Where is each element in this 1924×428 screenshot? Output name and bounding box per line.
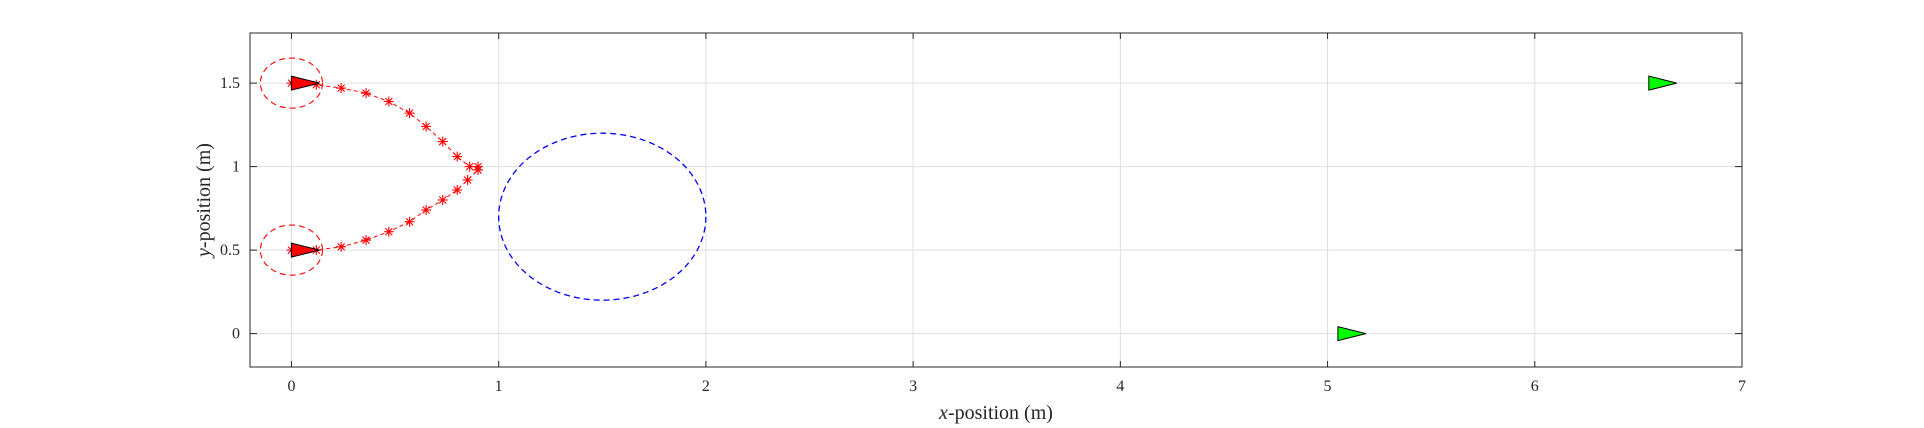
trajectory-marker [336, 83, 347, 94]
marker-stroke [422, 122, 431, 131]
marker-stroke [453, 186, 462, 194]
marker-stroke [362, 236, 370, 244]
marker-stroke [453, 152, 462, 161]
marker-stroke [422, 206, 431, 214]
marker-stroke [362, 89, 370, 98]
y-axis-label: y-position (m) [193, 143, 215, 259]
y-tick-label: 0.5 [220, 242, 240, 259]
y-tick-label: 0 [232, 326, 240, 343]
trajectory-marker [383, 226, 394, 237]
y-tick-label: 1.5 [220, 75, 240, 92]
marker-stroke [405, 109, 414, 118]
marker-stroke [337, 242, 346, 251]
trajectory-marker [361, 88, 372, 99]
trajectory-marker [452, 184, 463, 195]
trajectory-marker [437, 195, 448, 205]
trajectory-marker [404, 216, 415, 227]
marker-stroke [465, 162, 474, 171]
marker-stroke [337, 84, 346, 92]
x-tick-label: 3 [909, 378, 917, 395]
x-tick-label: 0 [287, 378, 295, 395]
goal-marker-2 [1337, 325, 1367, 342]
x-axis-label-rest: -position (m) [948, 402, 1053, 424]
trajectory-marker [383, 96, 394, 107]
trajectory-marker [437, 136, 448, 147]
x-tick-label: 7 [1738, 378, 1746, 395]
agent-safety-circle-2 [259, 224, 324, 276]
x-tick-label: 4 [1116, 378, 1124, 395]
agent-marker-2 [290, 242, 320, 258]
x-tick-label: 2 [702, 378, 710, 395]
marker-stroke [384, 97, 393, 106]
x-tick-label: 1 [495, 378, 503, 395]
y-axis-label-rest: -position (m) [193, 143, 215, 248]
y-tick-label: 1 [232, 159, 240, 176]
goal-marker-1 [1648, 75, 1677, 91]
obstacle-layer [498, 132, 707, 301]
y-axis-label-var: y [193, 248, 215, 259]
marker-stroke [463, 176, 472, 184]
agent-safety-circle-1 [259, 57, 324, 109]
obstacle-circle [498, 132, 707, 301]
trajectory-marker [452, 151, 463, 162]
marker-stroke [474, 166, 482, 174]
agent-marker-1 [290, 75, 320, 91]
x-tick-label: 5 [1324, 378, 1332, 395]
trajectory-marker [361, 235, 372, 246]
agent-layer [259, 57, 324, 276]
marker-stroke [405, 217, 414, 226]
x-axis-label-var: x [938, 402, 948, 424]
marker-stroke [384, 227, 393, 236]
axes-box [249, 32, 1743, 368]
x-tick-label: 6 [1531, 378, 1539, 395]
trajectory-marker [472, 164, 483, 175]
marker-stroke [438, 196, 447, 204]
marker-stroke [438, 137, 447, 146]
trajectory-marker [404, 108, 415, 119]
ticks: 0 1 2 3 4 5 6 7 0 0.5 1 1.5 [220, 33, 1746, 395]
trajectory-marker [462, 174, 473, 185]
trajectory-marker [421, 205, 432, 216]
x-axis-label: x-position (m) [938, 402, 1053, 424]
trajectory-marker [336, 241, 347, 252]
trajectory-marker [421, 121, 432, 132]
goal-layer [1337, 75, 1677, 342]
